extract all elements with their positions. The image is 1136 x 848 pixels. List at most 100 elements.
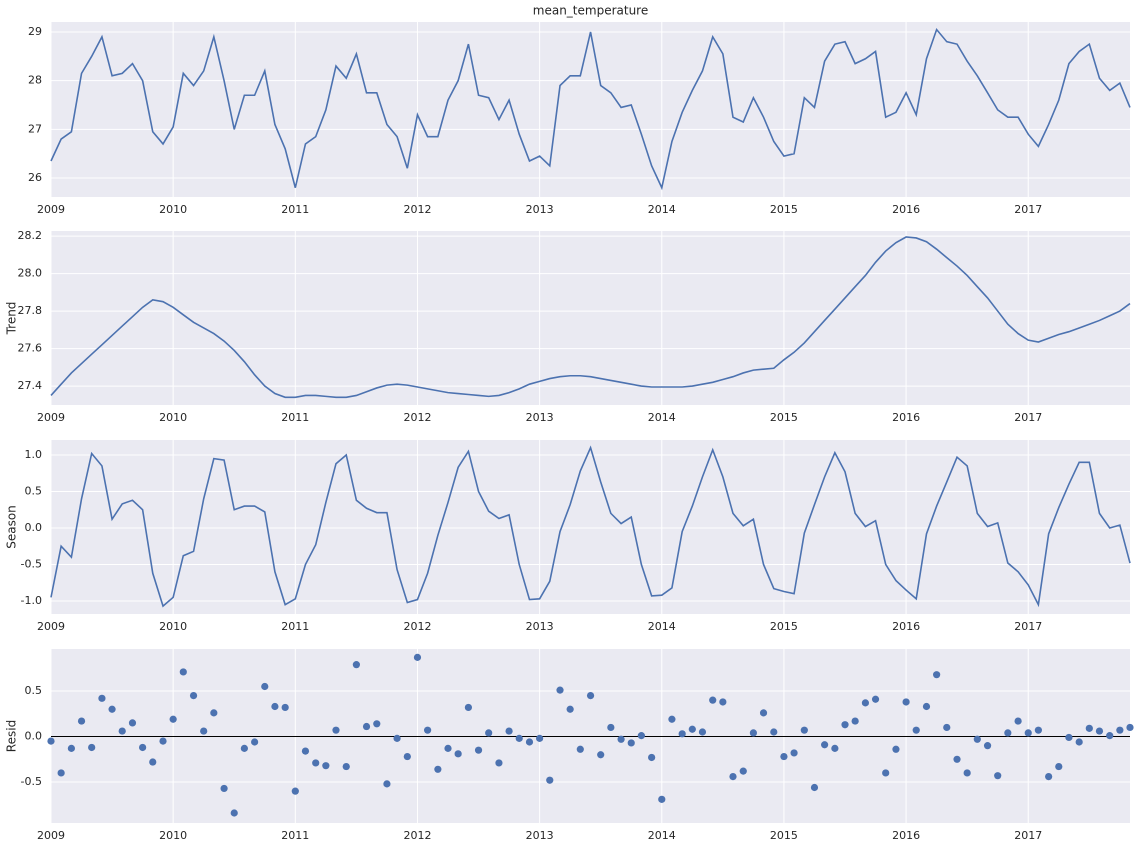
x-tick-label: 2009 <box>37 620 65 633</box>
resid-point <box>1106 732 1114 740</box>
resid-point <box>831 744 839 752</box>
resid-point <box>57 769 65 777</box>
resid-point <box>373 720 381 728</box>
resid-point <box>790 749 798 757</box>
resid-point <box>189 691 198 700</box>
resid-point <box>810 783 819 792</box>
resid-point <box>1014 717 1022 725</box>
resid-point <box>525 738 534 746</box>
x-tick-label: 2014 <box>648 203 676 216</box>
x-tick-label: 2012 <box>403 203 431 216</box>
subplot: 2009 2010 2011 2012 2013 2014 2015 2016 2017 27.4… <box>5 229 1131 424</box>
resid-point <box>851 717 859 725</box>
x-tick-label: 2013 <box>526 411 554 424</box>
resid-point <box>1034 726 1042 734</box>
y-tick-label: -0.5 <box>21 557 42 570</box>
subplot: 2009 2010 2011 2012 2013 2014 2015 2016 2017 -0.5… <box>5 649 1134 842</box>
resid-point <box>383 780 391 788</box>
resid-point <box>200 727 208 735</box>
resid-point <box>973 735 981 743</box>
resid-point <box>291 787 299 795</box>
resid-point <box>882 769 890 777</box>
resid-point <box>271 702 279 711</box>
resid-point <box>749 729 757 737</box>
y-tick-label: 27.6 <box>18 342 43 355</box>
resid-point <box>678 730 686 738</box>
resid-point <box>871 695 880 703</box>
y-tick-label: 26 <box>28 171 42 184</box>
y-axis-label: Season <box>5 505 19 549</box>
y-tick-label: 27.8 <box>18 304 43 317</box>
resid-point <box>1004 729 1012 737</box>
y-tick-label: 0.0 <box>25 730 43 743</box>
x-tick-label: 2015 <box>770 203 798 216</box>
x-tick-label: 2012 <box>403 411 431 424</box>
x-tick-label: 2017 <box>1014 411 1042 424</box>
resid-point <box>464 703 473 712</box>
resid-point <box>505 727 513 735</box>
resid-point <box>47 737 55 745</box>
y-tick-label: 29 <box>28 25 42 38</box>
x-tick-label: 2011 <box>281 411 309 424</box>
resid-point <box>1045 772 1053 781</box>
x-tick-label: 2015 <box>770 411 798 424</box>
resid-point <box>1116 726 1124 734</box>
y-tick-label: 1.0 <box>25 448 43 461</box>
resid-point <box>983 742 992 750</box>
x-tick-label: 2010 <box>159 411 187 424</box>
resid-point <box>1085 724 1093 732</box>
x-tick-label: 2010 <box>159 203 187 216</box>
resid-point <box>841 721 849 729</box>
resid-point <box>261 682 269 691</box>
x-tick-label: 2016 <box>892 620 920 633</box>
resid-point <box>739 767 747 775</box>
resid-point <box>780 752 788 761</box>
plot-background <box>51 231 1130 405</box>
x-tick-label: 2015 <box>770 620 798 633</box>
y-tick-label: 28.2 <box>18 229 43 242</box>
y-tick-label: 27 <box>28 122 42 135</box>
resid-point <box>943 723 951 732</box>
subplot: 2009 2010 2011 2012 2013 2014 2015 2016 2017 26 27… <box>28 4 1131 216</box>
x-tick-label: 2014 <box>648 829 676 842</box>
x-tick-label: 2012 <box>403 829 431 842</box>
resid-point <box>586 691 595 700</box>
resid-point <box>658 795 666 803</box>
y-tick-label: 28 <box>28 74 42 87</box>
resid-point <box>251 738 259 746</box>
resid-point <box>688 725 696 733</box>
subplot: 2009 2010 2011 2012 2013 2014 2015 2016 2017 -1.0… <box>5 440 1131 633</box>
x-tick-label: 2016 <box>892 203 920 216</box>
x-tick-label: 2017 <box>1014 829 1042 842</box>
resid-point <box>98 694 106 702</box>
resid-point <box>719 698 727 706</box>
resid-point <box>515 734 523 742</box>
resid-point <box>444 744 452 752</box>
resid-point <box>861 699 870 707</box>
x-tick-label: 2017 <box>1014 203 1042 216</box>
resid-point <box>312 759 320 767</box>
series-line <box>50 236 1131 399</box>
resid-point <box>536 734 544 742</box>
resid-point <box>474 746 483 754</box>
x-tick-label: 2017 <box>1014 620 1042 633</box>
resid-point <box>729 772 737 781</box>
resid-point <box>301 747 310 755</box>
resid-point <box>1055 762 1063 771</box>
resid-point <box>1065 733 1073 742</box>
resid-point <box>128 719 137 727</box>
resid-point <box>322 762 330 770</box>
x-tick-label: 2011 <box>281 829 309 842</box>
x-tick-label: 2014 <box>648 411 676 424</box>
resid-point <box>332 726 340 734</box>
resid-point <box>668 715 676 723</box>
resid-point <box>179 668 187 676</box>
resid-point <box>617 735 625 743</box>
x-tick-label: 2016 <box>892 411 920 424</box>
resid-point <box>821 741 829 749</box>
resid-point <box>770 728 778 736</box>
resid-point <box>88 743 96 752</box>
resid-point <box>342 762 350 771</box>
resid-point <box>556 686 564 694</box>
resid-point <box>597 751 605 759</box>
